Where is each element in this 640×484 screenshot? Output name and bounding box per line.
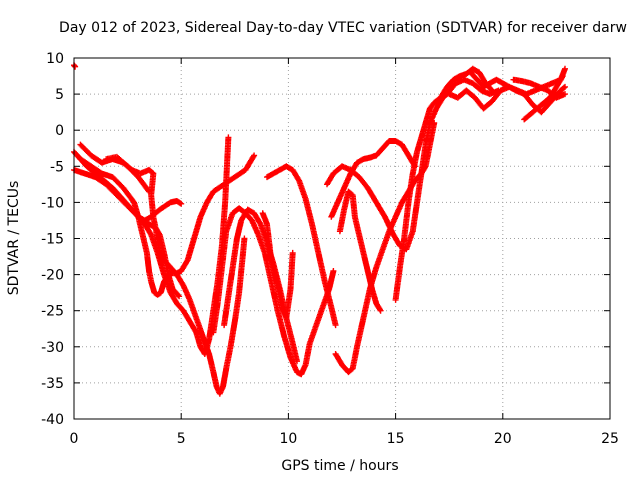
series-track-f [103,153,152,195]
y-tick-label: -5 [50,159,64,175]
data-points [332,120,438,376]
y-tick-label: 0 [55,123,64,139]
y-tick-label: -15 [41,232,64,248]
x-tick-label: 5 [177,431,186,447]
series-track-t [510,76,568,101]
y-tick-label: -25 [41,304,64,320]
data-points [510,76,568,101]
x-tick-label: 10 [279,431,297,447]
data-points [336,188,384,314]
x-axis-label: GPS time / hours [281,458,398,474]
y-tick-label: 5 [55,87,64,103]
series-track-j [259,210,296,321]
y-tick-label: -10 [41,195,64,211]
y-axis-label: SDTVAR / TECUs [6,181,22,296]
x-tick-label: 25 [601,431,619,447]
x-tick-label: 15 [387,431,405,447]
data-points [103,153,152,195]
chart-title: Day 012 of 2023, Sidereal Day-to-day VTE… [59,20,627,36]
x-tick-label: 20 [494,431,512,447]
y-tick-label: -35 [41,376,64,392]
data-points [259,210,296,321]
series-track-m [328,138,418,220]
data-points [392,65,496,303]
series-track-k [264,163,339,329]
y-tick-label: -30 [41,340,64,356]
data-points [521,73,566,123]
series-track-p [392,65,496,303]
y-tick-label: 10 [46,51,64,67]
series-track-u [521,73,566,123]
data-points [435,76,502,105]
series-track-o [332,120,438,376]
data-points [328,138,418,220]
y-tick-label: -40 [41,412,64,428]
plot-area [71,62,568,397]
series-track-n [336,188,384,314]
x-tick-label: 0 [70,431,79,447]
axis-ticks: 0 5 10 15 20 25 -40 -35 -30 -25 -20 -15 -10 -5 0 5 10 [41,51,619,447]
data-points [264,163,339,329]
series-track-q [435,76,502,105]
y-tick-label: -20 [41,268,64,284]
